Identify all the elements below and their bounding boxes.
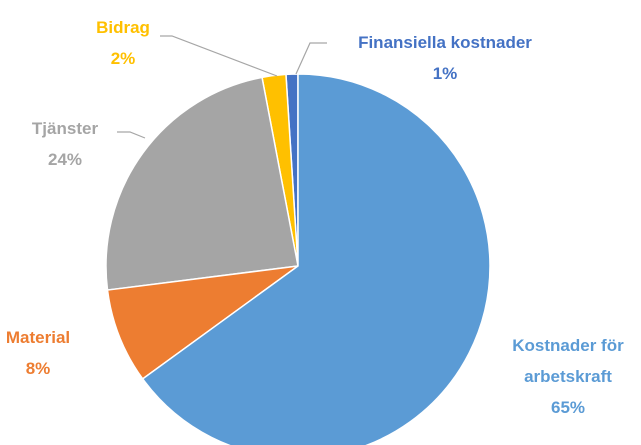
slice-percent: 8% (25, 359, 51, 378)
data-label: Bidrag 2% (73, 12, 173, 74)
slice-percent: 24% (47, 150, 83, 169)
slice-name: Material (5, 328, 71, 347)
slice-name: Kostnader för arbetskraft (512, 336, 624, 386)
slice-percent: 2% (110, 49, 136, 68)
slice-name: Bidrag (96, 18, 150, 37)
data-label: Material 8% (0, 322, 88, 384)
leader-line (117, 131, 146, 139)
leader-line (160, 35, 278, 77)
pie-slice (105, 76, 299, 291)
slice-name: Tjänster (31, 119, 99, 138)
data-label: Finansiella kostnader 1% (335, 27, 555, 89)
data-label: Tjänster 24% (15, 113, 115, 175)
data-label: Kostnader för arbetskraft 65% (493, 330, 641, 423)
slice-percent: 65% (550, 398, 586, 417)
pie-slice (106, 265, 299, 380)
pie-slice (141, 73, 491, 445)
leader-line (295, 42, 327, 75)
slice-percent: 1% (432, 64, 458, 83)
slice-name: Finansiella kostnader (358, 33, 532, 52)
